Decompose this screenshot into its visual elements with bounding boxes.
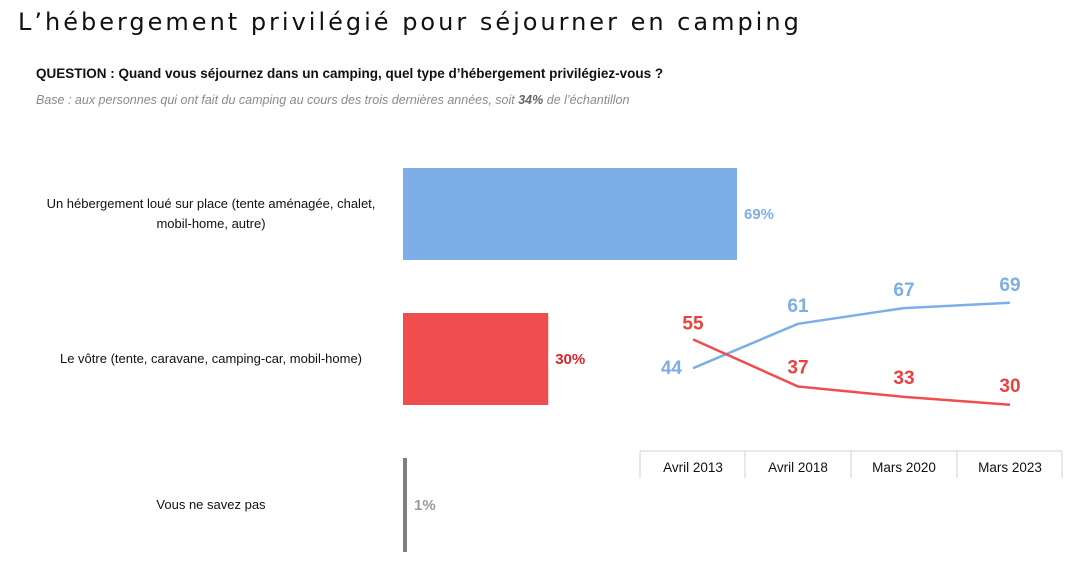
point-label: 33 [893,368,914,389]
base-highlight: 34% [518,93,544,107]
point-label: 44 [661,358,683,379]
bar-3 [403,458,407,552]
bar-2 [403,313,549,405]
category-label: mobil-home, autre) [156,216,265,231]
point-label: 55 [682,313,704,334]
x-tick-label: Avril 2018 [768,460,828,475]
point-label: 30 [999,376,1020,397]
point-label: 61 [787,296,809,317]
question-text: QUESTION : Quand vous séjournez dans un … [36,66,664,81]
bar-1 [403,168,737,260]
bar-value-label: 69% [744,206,774,223]
x-tick-label: Mars 2023 [978,460,1042,475]
category-label: Le vôtre (tente, caravane, camping-car, … [60,351,362,366]
series-line-1 [692,301,1011,370]
x-tick-label: Avril 2013 [663,460,723,475]
base-suffix: de l’échantillon [543,93,630,107]
base-prefix: Base : aux personnes qui ont fait du cam… [36,93,519,107]
point-label: 37 [787,357,808,378]
base-note: Base : aux personnes qui ont fait du cam… [36,93,629,107]
category-label: Un hébergement loué sur place (tente amé… [47,196,376,211]
point-label: 69 [999,275,1020,296]
bar-value-label: 1% [414,497,436,514]
bar-value-label: 30% [555,351,585,368]
page-title: L’hébergement privilégié pour séjourner … [18,8,802,36]
point-label: 67 [893,280,914,301]
x-tick-label: Mars 2020 [872,460,936,475]
series-line-2 [692,338,1011,407]
category-label: Vous ne savez pas [156,497,266,512]
